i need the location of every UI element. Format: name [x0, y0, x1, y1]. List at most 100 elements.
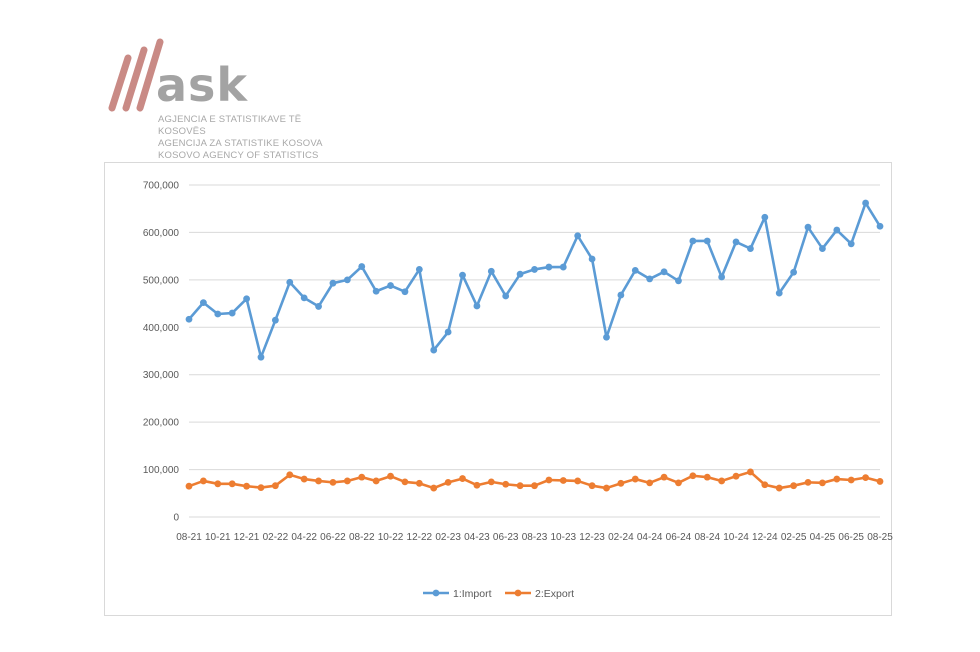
data-point	[660, 268, 668, 276]
data-point	[531, 266, 538, 273]
kas-logo: ask AGJENCIA E STATISTIKAVE TË KOSOVËS A…	[108, 38, 348, 161]
data-point	[343, 276, 351, 284]
data-point	[790, 268, 798, 276]
x-tick-label: 06-25	[838, 532, 864, 543]
data-point	[603, 333, 610, 341]
data-point	[559, 263, 567, 271]
data-point	[646, 479, 654, 487]
data-point	[545, 263, 553, 271]
x-tick-label: 10-21	[205, 532, 231, 543]
data-point	[228, 480, 236, 488]
data-point	[718, 273, 726, 281]
line-chart: 0 100,000 200,000 300,000 400,000 500,000 600,…	[143, 181, 893, 601]
data-point	[185, 315, 193, 323]
data-point	[315, 303, 322, 310]
data-point	[459, 475, 466, 482]
legend: 1:Import 2:Export	[423, 588, 574, 600]
data-point	[675, 277, 682, 285]
y-tick-label: 600,000	[143, 228, 180, 239]
data-point	[372, 287, 380, 295]
data-point	[790, 482, 798, 490]
data-point	[228, 309, 236, 317]
y-tick-label: 0	[173, 513, 179, 524]
data-point	[372, 477, 380, 485]
data-point	[761, 481, 769, 489]
x-tick-label: 02-24	[608, 532, 634, 543]
x-tick-label: 08-25	[867, 532, 893, 543]
x-tick-label: 04-25	[810, 532, 836, 543]
data-point	[588, 255, 596, 263]
data-point	[415, 266, 423, 273]
logo-stripe	[122, 46, 148, 112]
data-point	[415, 479, 423, 487]
data-point	[862, 199, 870, 207]
data-point	[617, 291, 625, 299]
legend-marker	[514, 589, 522, 597]
logo-line-albanian: AGJENCIA E STATISTIKAVE TË KOSOVËS	[158, 114, 302, 137]
data-point	[574, 477, 582, 485]
data-point	[775, 289, 783, 297]
x-tick-label: 12-24	[752, 532, 778, 543]
x-tick-label: 12-21	[234, 532, 260, 543]
logo-line-english: KOSOVO AGENCY OF STATISTICS	[158, 150, 319, 161]
data-point	[631, 475, 639, 483]
y-tick-label: 400,000	[143, 323, 180, 334]
data-point	[833, 226, 841, 234]
data-point	[545, 476, 553, 484]
y-tick-label: 100,000	[143, 465, 180, 476]
data-point	[300, 475, 308, 483]
data-point	[329, 279, 337, 287]
y-axis-ticks: 0 100,000 200,000 300,000 400,000 500,000 600,…	[143, 181, 180, 524]
logo-line-serbian: AGENCIJA ZA STATISTIKE KOSOVA	[158, 138, 323, 149]
data-point	[502, 292, 510, 300]
data-point	[487, 478, 495, 486]
data-point	[243, 482, 250, 490]
data-point	[430, 484, 438, 492]
x-tick-label: 08-22	[349, 532, 375, 543]
data-point	[631, 266, 639, 274]
data-point	[646, 275, 654, 283]
x-tick-label: 12-23	[579, 532, 605, 543]
data-point	[199, 299, 207, 307]
data-point	[775, 484, 783, 492]
data-point	[286, 471, 294, 479]
data-point	[358, 263, 366, 270]
data-point	[747, 245, 754, 252]
data-point	[847, 476, 855, 484]
data-point	[271, 482, 279, 490]
data-point	[675, 479, 682, 487]
data-point	[257, 353, 265, 361]
data-point	[473, 302, 481, 310]
data-point	[732, 472, 740, 480]
data-point	[214, 480, 222, 488]
x-tick-label: 08-21	[176, 532, 202, 543]
data-point	[804, 223, 812, 231]
x-tick-label: 06-24	[666, 532, 692, 543]
logo-agency-names: AGJENCIA E STATISTIKAVE TË KOSOVËS AGENC…	[158, 114, 348, 162]
logo-stripes-icon	[108, 38, 164, 112]
series-1	[185, 199, 884, 361]
data-point	[401, 478, 409, 486]
data-point	[315, 477, 322, 485]
data-point	[387, 282, 394, 289]
x-tick-label: 10-23	[551, 532, 577, 543]
data-point	[286, 278, 294, 286]
data-point	[185, 482, 193, 490]
data-point	[387, 472, 394, 480]
data-point	[531, 482, 538, 490]
data-point	[343, 477, 351, 485]
y-tick-label: 500,000	[143, 275, 180, 286]
x-tick-label: 10-22	[378, 532, 404, 543]
data-point	[444, 328, 452, 336]
data-point	[214, 310, 222, 318]
data-point	[876, 478, 884, 485]
data-point	[862, 474, 870, 482]
data-point	[689, 237, 697, 245]
data-point	[703, 237, 711, 245]
data-point	[487, 267, 495, 275]
data-point	[329, 478, 337, 486]
data-point	[660, 473, 668, 481]
data-point	[559, 477, 567, 484]
y-tick-label: 300,000	[143, 370, 180, 381]
logo-wordmark: ask	[156, 58, 249, 112]
